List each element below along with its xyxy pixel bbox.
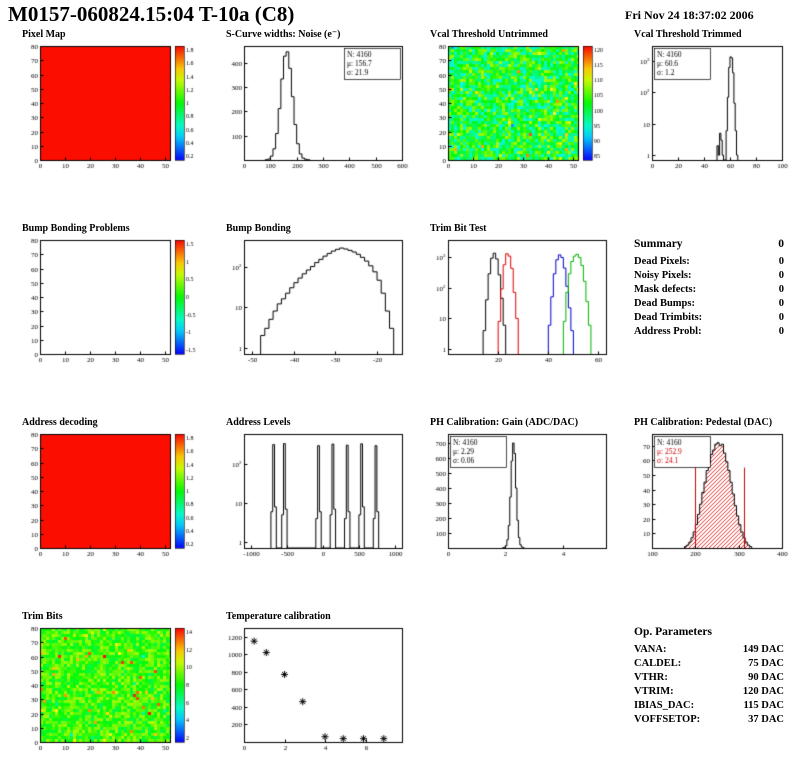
chart-title: Temperature calibration bbox=[226, 611, 331, 622]
chart-title: Vcal Threshold Untrimmed bbox=[430, 29, 548, 40]
panel-address-decoding: Address decoding bbox=[10, 414, 214, 608]
op-parameters-block: Op. Parameters VANA: 149 DAC CALDEL: 75 DA… bbox=[622, 608, 784, 727]
summary-row: Dead Bumps: 0 bbox=[634, 297, 784, 311]
panel-bump-bonding: Bump Bonding bbox=[214, 220, 418, 414]
summary-label: Dead Pixels: bbox=[634, 256, 690, 267]
op-parameter-row: VTRIM: 120 DAC bbox=[634, 685, 784, 699]
op-value: 120 DAC bbox=[742, 686, 784, 697]
op-parameter-row: VOFFSETOP: 37 DAC bbox=[634, 713, 784, 727]
summary-value: 0 bbox=[778, 270, 784, 281]
ph-pedestal-histogram bbox=[624, 429, 792, 563]
op-parameter-row: IBIAS_DAC: 115 DAC bbox=[634, 699, 784, 713]
summary-value: 0 bbox=[778, 256, 784, 267]
op-value: 37 DAC bbox=[748, 714, 784, 725]
timestamp: Fri Nov 24 18:37:02 2006 bbox=[625, 8, 754, 22]
panel-vcal-untrimmed: Vcal Threshold Untrimmed bbox=[418, 26, 622, 220]
summary-label: Noisy Pixels: bbox=[634, 270, 692, 281]
summary-value: 0 bbox=[778, 298, 784, 309]
chart-title: Bump Bonding Problems bbox=[22, 223, 130, 234]
summary-row: Mask defects: 0 bbox=[634, 283, 784, 297]
address-decoding-heatmap bbox=[12, 429, 208, 563]
chart-title: S-Curve widths: Noise (e⁻) bbox=[226, 29, 341, 40]
op-value: 115 DAC bbox=[743, 700, 784, 711]
chart-title: Address decoding bbox=[22, 417, 98, 428]
panel-ph-pedestal: PH Calibration: Pedestal (DAC) bbox=[622, 414, 796, 608]
address-levels-histogram bbox=[216, 429, 412, 563]
op-value: 149 DAC bbox=[742, 644, 784, 655]
chart-title: Address Levels bbox=[226, 417, 291, 428]
summary-row: Dead Pixels: 0 bbox=[634, 255, 784, 269]
temperature-scatter bbox=[216, 623, 412, 757]
panel-empty bbox=[418, 608, 622, 772]
op-label: VTHR: bbox=[634, 672, 668, 683]
panel-ph-gain: PH Calibration: Gain (ADC/DAC) bbox=[418, 414, 622, 608]
summary-label: Address Probl: bbox=[634, 326, 702, 337]
bump-bonding-histogram bbox=[216, 235, 412, 369]
scurve-noise-histogram bbox=[216, 41, 412, 175]
op-label: VOFFSETOP: bbox=[634, 714, 701, 725]
op-label: VTRIM: bbox=[634, 686, 674, 697]
vcal-untrimmed-heatmap bbox=[420, 41, 616, 175]
plot-grid: Pixel Map S-Curve widths: Noise (e⁻) Vca… bbox=[10, 26, 796, 772]
chart-title: Bump Bonding bbox=[226, 223, 291, 234]
chart-title: Pixel Map bbox=[22, 29, 66, 40]
summary-block: Summary 0 Dead Pixels: 0 Noisy Pixels: 0 M… bbox=[622, 220, 784, 339]
trim-bit-test-histogram bbox=[420, 235, 616, 369]
trim-bits-heatmap bbox=[12, 623, 208, 757]
panel-trim-bit-test: Trim Bit Test bbox=[418, 220, 622, 414]
bump-problems-heatmap bbox=[12, 235, 208, 369]
op-parameter-row: VTHR: 90 DAC bbox=[634, 671, 784, 685]
summary-label: Dead Trimbits: bbox=[634, 312, 703, 323]
chart-title: PH Calibration: Pedestal (DAC) bbox=[634, 417, 773, 428]
panel-temperature: Temperature calibration bbox=[214, 608, 418, 772]
pixel-map-heatmap bbox=[12, 41, 208, 175]
panel-op-parameters: Op. Parameters VANA: 149 DAC CALDEL: 75 DA… bbox=[622, 608, 796, 772]
summary-row: Noisy Pixels: 0 bbox=[634, 269, 784, 283]
summary-value: 0 bbox=[778, 312, 784, 323]
summary-value: 0 bbox=[778, 284, 784, 295]
op-parameters-title: Op. Parameters bbox=[634, 626, 712, 638]
ph-gain-histogram bbox=[420, 429, 616, 563]
op-value: 90 DAC bbox=[748, 672, 784, 683]
op-parameter-row: CALDEL: 75 DAC bbox=[634, 657, 784, 671]
summary-total: 0 bbox=[778, 238, 784, 250]
panel-trim-bits: Trim Bits bbox=[10, 608, 214, 772]
panel-vcal-trimmed: Vcal Threshold Trimmed bbox=[622, 26, 796, 220]
op-label: CALDEL: bbox=[634, 658, 682, 669]
panel-scurve-noise: S-Curve widths: Noise (e⁻) bbox=[214, 26, 418, 220]
chart-title: Trim Bit Test bbox=[430, 223, 487, 234]
op-label: IBIAS_DAC: bbox=[634, 700, 695, 711]
panel-bump-problems: Bump Bonding Problems bbox=[10, 220, 214, 414]
summary-row: Dead Trimbits: 0 bbox=[634, 311, 784, 325]
summary-value: 0 bbox=[778, 326, 784, 337]
page-title: M0157-060824.15:04 T-10a (C8) bbox=[8, 2, 295, 26]
summary-row: Address Probl: 0 bbox=[634, 325, 784, 339]
chart-title: PH Calibration: Gain (ADC/DAC) bbox=[430, 417, 579, 428]
panel-address-levels: Address Levels bbox=[214, 414, 418, 608]
chart-title: Trim Bits bbox=[22, 611, 63, 622]
op-parameter-row: VANA: 149 DAC bbox=[634, 643, 784, 657]
summary-label: Dead Bumps: bbox=[634, 298, 695, 309]
op-value: 75 DAC bbox=[748, 658, 784, 669]
panel-pixel-map: Pixel Map bbox=[10, 26, 214, 220]
panel-summary: Summary 0 Dead Pixels: 0 Noisy Pixels: 0 M… bbox=[622, 220, 796, 414]
summary-title: Summary bbox=[634, 238, 683, 250]
chart-title: Vcal Threshold Trimmed bbox=[634, 29, 742, 40]
vcal-trimmed-histogram bbox=[624, 41, 792, 175]
op-label: VANA: bbox=[634, 644, 667, 655]
summary-label: Mask defects: bbox=[634, 284, 697, 295]
